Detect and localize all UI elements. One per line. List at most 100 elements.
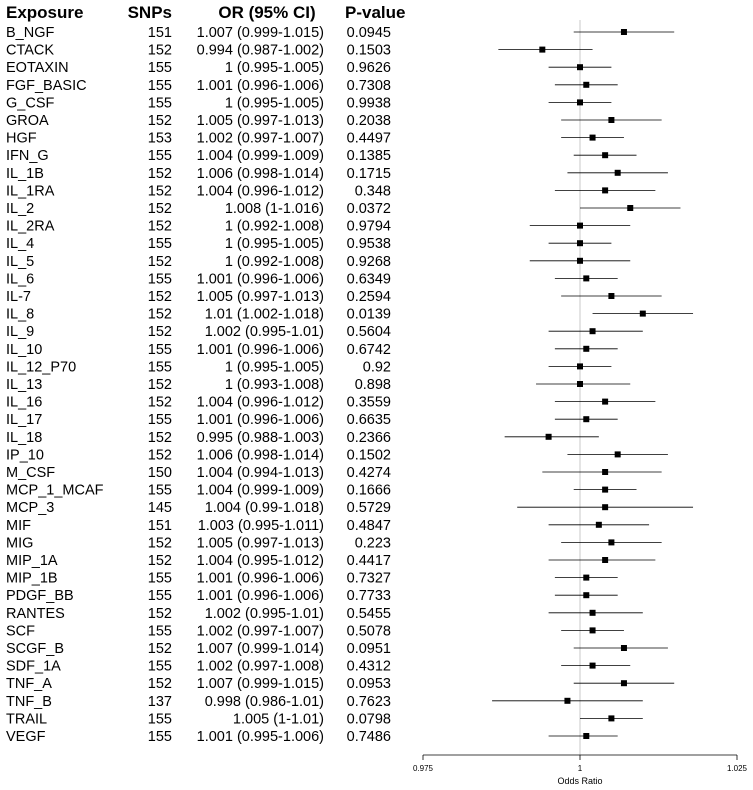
point-estimate: [602, 557, 609, 563]
exposure-label: SCF: [6, 623, 35, 639]
table-row: GROA 152 1.005 (0.997-1.013) 0.2038: [6, 113, 391, 129]
or-ci-value: 1.004 (0.99-1.018): [205, 500, 324, 516]
exposure-label: IL_16: [6, 395, 42, 411]
exposure-label: CTACK: [6, 43, 54, 59]
or-ci-value: 1 (0.995-1.005): [225, 60, 324, 76]
x-tick-label: 1: [578, 764, 583, 773]
table-row: IP_10 152 1.006 (0.998-1.014) 0.1502: [6, 447, 391, 463]
point-estimate: [577, 222, 583, 229]
snps-value: 155: [148, 236, 172, 252]
p-value: 0.4274: [347, 465, 391, 481]
p-value: 0.4312: [347, 659, 391, 675]
or-ci-value: 1.001 (0.996-1.006): [197, 412, 324, 428]
snps-value: 155: [148, 588, 172, 604]
or-ci-value: 1.005 (0.997-1.013): [197, 535, 324, 551]
point-estimate: [602, 187, 609, 194]
snps-value: 152: [148, 307, 172, 323]
table-row: IL_17 155 1.001 (0.996-1.006) 0.6635: [6, 412, 391, 428]
table-row: IL_1RA 152 1.004 (0.996-1.012) 0.348: [6, 183, 391, 199]
snps-value: 155: [148, 95, 172, 111]
exposure-label: MIG: [6, 535, 33, 551]
or-ci-value: 1.004 (0.996-1.012): [197, 395, 324, 411]
or-ci-value: 0.994 (0.987-1.002): [197, 43, 324, 59]
p-value: 0.2366: [347, 430, 391, 446]
point-estimate: [545, 433, 552, 440]
p-value: 0.3559: [347, 395, 391, 411]
table-row: CTACK 152 0.994 (0.987-1.002) 0.1503: [6, 43, 391, 59]
p-value: 0.2038: [347, 113, 391, 129]
table-row: IL_4 155 1 (0.995-1.005) 0.9538: [6, 236, 391, 252]
snps-value: 152: [148, 183, 172, 199]
p-value: 0.2594: [347, 289, 391, 305]
or-ci-value: 1.004 (0.999-1.009): [197, 483, 324, 499]
x-tick-label: 0.975: [413, 764, 434, 773]
or-ci-value: 1.002 (0.995-1.01): [205, 606, 324, 622]
snps-value: 152: [148, 324, 172, 340]
point-estimate: [614, 169, 621, 176]
exposure-label: B_NGF: [6, 25, 54, 41]
snps-value: 152: [148, 219, 172, 235]
table-row: IL_2 152 1.008 (1-1.016) 0.0372: [6, 201, 391, 217]
p-value: 0.0139: [347, 307, 391, 323]
point-estimate: [602, 504, 609, 511]
or-ci-value: 1.005 (0.997-1.013): [197, 113, 324, 129]
p-value: 0.92: [363, 359, 391, 375]
point-estimate: [583, 733, 590, 739]
table-row: IL_6 155 1.001 (0.996-1.006) 0.6349: [6, 271, 391, 287]
table-row: IL_1B 152 1.006 (0.998-1.014) 0.1715: [6, 166, 391, 182]
table-row: IL_13 152 1 (0.993-1.008) 0.898: [6, 377, 391, 393]
p-value: 0.5604: [347, 324, 391, 340]
exposure-label: IL_1B: [6, 166, 44, 182]
or-ci-value: 1 (0.995-1.005): [225, 236, 324, 252]
point-estimate: [583, 574, 590, 581]
p-value: 0.4497: [347, 131, 391, 147]
p-value: 0.348: [355, 183, 391, 199]
p-value: 0.0372: [347, 201, 391, 217]
exposure-label: SCGF_B: [6, 641, 64, 657]
table-row: MCP_1_MCAF 155 1.004 (0.999-1.009) 0.1666: [6, 483, 391, 499]
table-row: MIP_1A 152 1.004 (0.995-1.012) 0.4417: [6, 553, 391, 569]
p-value: 0.7623: [347, 694, 391, 710]
table-row: PDGF_BB 155 1.001 (0.996-1.006) 0.7733: [6, 588, 391, 604]
exposure-label: IL_12_P70: [6, 359, 76, 375]
snps-value: 151: [148, 518, 172, 534]
snps-value: 152: [148, 606, 172, 622]
or-ci-value: 1.002 (0.997-1.007): [197, 131, 324, 147]
or-ci-value: 1.007 (0.999-1.014): [197, 641, 324, 657]
exposure-label: MIP_1B: [6, 571, 58, 587]
p-value: 0.0953: [347, 676, 391, 692]
table-row: VEGF 155 1.001 (0.995-1.006) 0.7486: [6, 729, 391, 745]
x-axis: 0.975 1 1.025 Odds Ratio: [413, 754, 748, 786]
point-estimate: [577, 381, 583, 387]
exposure-label: IL_2RA: [6, 219, 55, 235]
x-tick-label: 1.025: [727, 764, 748, 773]
snps-value: 152: [148, 641, 172, 657]
exposure-label: VEGF: [6, 729, 46, 745]
point-estimate: [577, 240, 583, 247]
or-ci-value: 1.001 (0.996-1.006): [197, 78, 324, 94]
table-row: IL-7 152 1.005 (0.997-1.013) 0.2594: [6, 289, 391, 305]
table-row: MCP_3 145 1.004 (0.99-1.018) 0.5729: [6, 500, 391, 516]
p-value: 0.9538: [347, 236, 391, 252]
or-ci-value: 1.001 (0.995-1.006): [197, 729, 324, 745]
table-row: IFN_G 155 1.004 (0.999-1.009) 0.1385: [6, 148, 391, 164]
p-value: 0.6742: [347, 342, 391, 358]
table-row: TRAIL 155 1.005 (1-1.01) 0.0798: [6, 711, 391, 727]
point-estimate: [589, 627, 596, 634]
snps-value: 152: [148, 553, 172, 569]
or-ci-value: 1.002 (0.997-1.007): [197, 623, 324, 639]
or-ci-value: 1.01 (1.002-1.018): [205, 307, 324, 323]
exposure-label: IL_1RA: [6, 183, 55, 199]
point-estimate: [583, 592, 590, 599]
p-value: 0.6349: [347, 271, 391, 287]
table-row: RANTES 152 1.002 (0.995-1.01) 0.5455: [6, 606, 391, 622]
table-row: MIG 152 1.005 (0.997-1.013) 0.223: [6, 535, 391, 551]
point-estimate: [589, 328, 596, 335]
or-ci-value: 1.004 (0.995-1.012): [197, 553, 324, 569]
table-row: SCF 155 1.002 (0.997-1.007) 0.5078: [6, 623, 391, 639]
p-value: 0.223: [355, 535, 391, 551]
or-ci-value: 1.007 (0.999-1.015): [197, 25, 324, 41]
table-row: M_CSF 150 1.004 (0.994-1.013) 0.4274: [6, 465, 391, 481]
point-estimate: [627, 205, 634, 211]
p-value: 0.5729: [347, 500, 391, 516]
